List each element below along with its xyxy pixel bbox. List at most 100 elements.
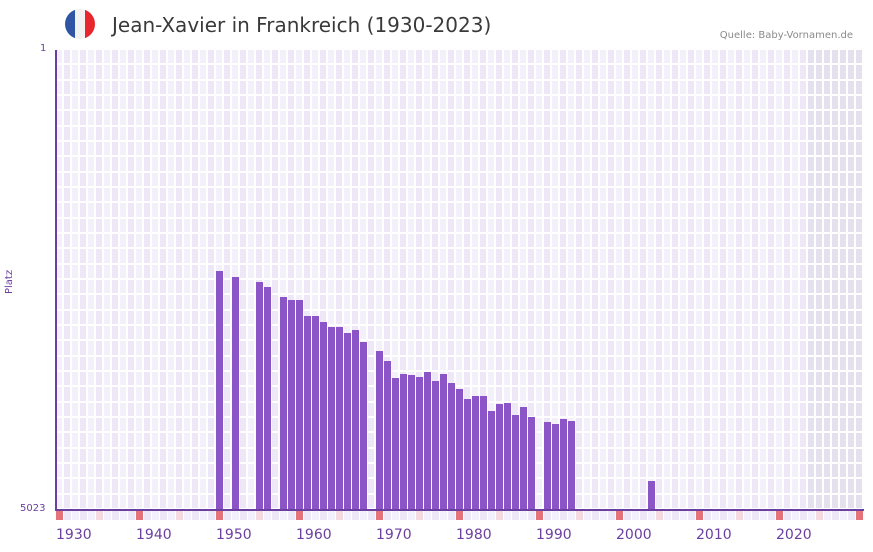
- grid-cell: [792, 218, 798, 232]
- grid-cell: [704, 126, 710, 140]
- grid-cell: [696, 249, 702, 263]
- bar-1972[interactable]: [392, 378, 399, 510]
- grid-cell: [776, 494, 782, 508]
- grid-cell: [840, 80, 846, 94]
- bar-1955[interactable]: [256, 282, 263, 510]
- bar-1983[interactable]: [480, 396, 487, 510]
- bar-1992[interactable]: [552, 424, 559, 510]
- grid-cell: [576, 325, 582, 340]
- bar-1958[interactable]: [280, 297, 287, 510]
- bar-1971[interactable]: [384, 361, 391, 510]
- bar-1966[interactable]: [344, 333, 351, 510]
- grid-cell: [208, 417, 214, 432]
- grid-cell: [792, 50, 798, 64]
- grid-cell: [624, 341, 630, 355]
- grid-cell: [208, 494, 214, 508]
- bar-1989[interactable]: [528, 417, 535, 510]
- bar-1979[interactable]: [448, 383, 455, 510]
- grid-cell: [88, 387, 94, 401]
- grid-cell: [320, 50, 326, 64]
- grid-cell: [200, 417, 206, 432]
- bar-1960[interactable]: [296, 300, 303, 510]
- bar-1985[interactable]: [496, 404, 503, 510]
- bar-1959[interactable]: [288, 300, 295, 510]
- grid-cell: [400, 187, 406, 202]
- grid-cell: [272, 402, 278, 416]
- grid-cell: [152, 402, 158, 416]
- bar-1956[interactable]: [264, 287, 271, 510]
- bar-1982[interactable]: [472, 396, 479, 510]
- grid-cell: [440, 295, 446, 309]
- bar-1952[interactable]: [232, 277, 239, 510]
- grid-cell: [776, 325, 782, 340]
- grid-cell: [656, 218, 662, 232]
- bar-1981[interactable]: [464, 399, 471, 510]
- grid-cell: [680, 111, 686, 125]
- bar-1950[interactable]: [216, 271, 223, 510]
- grid-cell: [744, 279, 750, 294]
- grid-cell: [352, 264, 358, 278]
- bar-1987[interactable]: [512, 415, 519, 510]
- bar-1974[interactable]: [408, 375, 415, 510]
- bar-1976[interactable]: [424, 372, 431, 510]
- grid-cell: [856, 50, 862, 64]
- grid-cell: [536, 310, 542, 324]
- grid-cell: [688, 187, 694, 202]
- bar-1962[interactable]: [312, 316, 319, 510]
- grid-cell: [416, 141, 422, 156]
- grid-cell: [368, 341, 374, 355]
- grid-cell: [184, 65, 190, 79]
- bar-1970[interactable]: [376, 351, 383, 510]
- bar-1963[interactable]: [320, 322, 327, 510]
- grid-cell: [712, 172, 718, 186]
- grid-cell: [856, 433, 862, 447]
- decade-marker: [376, 511, 383, 520]
- bar-1993[interactable]: [560, 419, 567, 510]
- grid-cell: [296, 141, 302, 156]
- bar-1967[interactable]: [352, 330, 359, 510]
- bar-1975[interactable]: [416, 377, 423, 510]
- grid-cell: [824, 172, 830, 186]
- grid-cell: [184, 310, 190, 324]
- grid-cell: [624, 479, 630, 493]
- bar-1973[interactable]: [400, 374, 407, 510]
- grid-cell: [688, 417, 694, 432]
- grid-cell: [576, 50, 582, 64]
- bar-1968[interactable]: [360, 342, 367, 510]
- bar-1978[interactable]: [440, 374, 447, 510]
- grid-cell: [712, 387, 718, 401]
- grid-cell: [424, 341, 430, 355]
- bar-1986[interactable]: [504, 403, 511, 510]
- grid-cell: [312, 50, 318, 64]
- grid-cell: [688, 463, 694, 478]
- bar-1991[interactable]: [544, 422, 551, 510]
- grid-cell: [584, 417, 590, 432]
- grid-cell: [576, 233, 582, 248]
- grid-cell: [536, 448, 542, 462]
- bar-1984[interactable]: [488, 411, 495, 510]
- grid-cell: [592, 463, 598, 478]
- grid-cell: [800, 417, 806, 432]
- grid-cell: [440, 172, 446, 186]
- bar-1964[interactable]: [328, 327, 335, 510]
- grid-cell: [128, 218, 134, 232]
- bar-1994[interactable]: [568, 421, 575, 510]
- grid-cell: [104, 141, 110, 156]
- grid-cell: [568, 187, 574, 202]
- bar-1988[interactable]: [520, 407, 527, 510]
- grid-cell: [512, 50, 518, 64]
- bar-1961[interactable]: [304, 316, 311, 510]
- grid-cell: [688, 371, 694, 386]
- grid-cell: [672, 172, 678, 186]
- bar-2004[interactable]: [648, 481, 655, 510]
- bar-1977[interactable]: [432, 381, 439, 510]
- grid-cell: [664, 157, 670, 171]
- grid-cell: [432, 203, 438, 217]
- grid-cell: [720, 310, 726, 324]
- grid-cell: [544, 95, 550, 110]
- grid-cell: [624, 310, 630, 324]
- bar-1965[interactable]: [336, 327, 343, 510]
- grid-cell: [216, 95, 222, 110]
- grid-cell: [680, 65, 686, 79]
- bar-1980[interactable]: [456, 389, 463, 510]
